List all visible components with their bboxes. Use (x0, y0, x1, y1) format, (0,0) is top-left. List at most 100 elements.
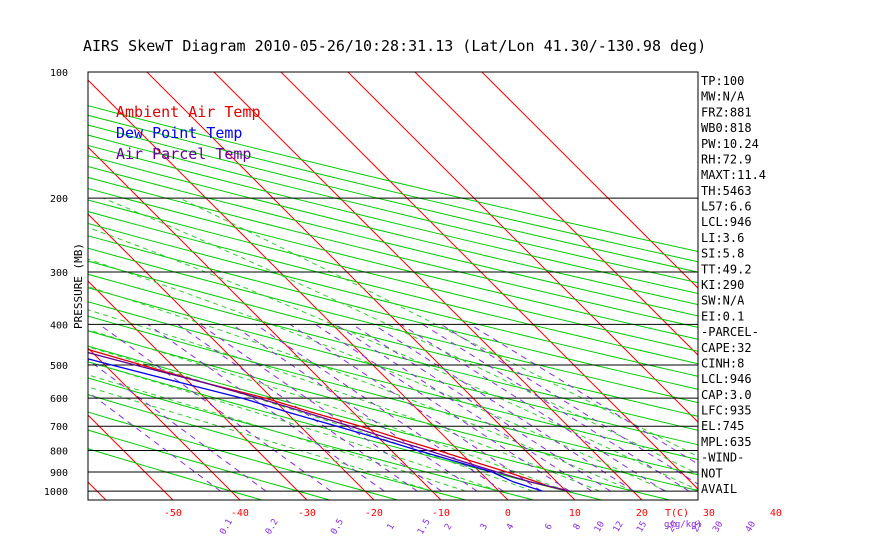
pressure-tick-label: 100 (50, 68, 68, 79)
plot-area (87, 71, 699, 501)
mixing-ratio-line (335, 323, 593, 492)
bottom-temperature-tick-label: -40 (231, 508, 249, 519)
dry-adiabat-line (88, 134, 698, 284)
pressure-tick-label: 1000 (44, 487, 68, 498)
mixing-ratio-line (231, 323, 478, 492)
mixing-ratio-tick-label: 40 (744, 520, 758, 534)
index-item: LCL:946 (701, 372, 752, 386)
dry-adiabat-line (88, 114, 698, 263)
pressure-tick-label: 400 (50, 320, 68, 331)
dry-adiabat-line (88, 315, 698, 476)
isotherm-line (146, 72, 576, 500)
isotherm-line (88, 280, 308, 500)
mixing-ratio-unit-label: g(g/kg) (664, 520, 702, 530)
temperature-unit-label: T(C) (665, 508, 689, 519)
dry-adiabat-line (88, 124, 698, 273)
mixing-ratio-line (422, 323, 690, 492)
y-axis-label: PRESSURE (MB) (72, 243, 85, 329)
mixing-ratio-tick-label: 0.1 (218, 517, 235, 536)
dew-point-trace (88, 358, 543, 492)
mixing-ratio-line (351, 323, 611, 492)
mixing-ratio-line (400, 323, 665, 492)
mixing-ratio-line (440, 323, 698, 485)
pressure-tick-label: 300 (50, 268, 68, 279)
index-item: KI:290 (701, 278, 744, 292)
chart-title: AIRS SkewT Diagram 2010-05-26/10:28:31.1… (83, 37, 706, 55)
isotherm-line (88, 79, 509, 500)
mixing-ratio-line (469, 323, 698, 465)
mixing-ratio-line (98, 323, 332, 492)
index-item: SW:N/A (701, 294, 745, 308)
bottom-temperature-tick-label: -30 (298, 508, 316, 519)
dry-adiabat-line (88, 155, 698, 306)
bottom-temperature-tick-label: -50 (164, 508, 182, 519)
index-item: TH:5463 (701, 184, 752, 198)
dry-adiabat-line (88, 330, 698, 492)
profile-traces (88, 348, 571, 492)
index-item: -WIND- (701, 451, 744, 465)
mixing-ratio-tick-label: 0.2 (264, 517, 281, 536)
moist-adiabat-line (88, 374, 466, 492)
mixing-ratio-tick-label: 1.5 (416, 517, 433, 536)
mixing-ratio-tick-label: 3 (479, 522, 490, 532)
bottom-temperature-tick-label: 40 (770, 508, 782, 519)
mixing-ratio-tick-label: 8 (572, 522, 583, 532)
index-item: LI:3.6 (701, 231, 744, 245)
moist-adiabat-line (88, 258, 667, 492)
isotherm-line (88, 481, 107, 500)
mixing-ratio-tick-label: 30 (711, 520, 725, 534)
dry-adiabat-line (88, 377, 534, 500)
dry-adiabat-line (88, 411, 398, 500)
index-item: MPL:635 (701, 435, 752, 449)
moist-adiabat-line (102, 197, 698, 475)
index-item: LFC:935 (701, 404, 752, 418)
index-item: PW:10.24 (701, 137, 759, 151)
moist-adiabat-line (179, 197, 698, 458)
index-item: TP:100 (701, 74, 744, 88)
mixing-ratio-line (199, 323, 442, 492)
pressure-tick-label: 500 (50, 361, 68, 372)
index-item: NOT (701, 466, 723, 480)
index-item: EI:0.1 (701, 309, 744, 323)
index-item: MAXT:11.4 (701, 168, 766, 182)
dry-adiabat-line (88, 287, 698, 446)
dry-adiabat-line (88, 222, 698, 377)
legend-dewpoint: Dew Point Temp (116, 124, 242, 142)
isotherm-line (88, 414, 174, 500)
index-item: MW:N/A (701, 90, 745, 104)
isotherm-line (88, 213, 375, 500)
bottom-temperature-axis: -50 -40 -30 -20 -10 0 10 20 30 40 (164, 508, 782, 519)
mixing-ratio-tick-label: 2 (443, 522, 454, 532)
isotherm-line (414, 72, 698, 356)
index-item: EL:745 (701, 419, 744, 433)
dry-adiabat-line (88, 247, 698, 404)
pressure-tick-label: 700 (50, 422, 68, 433)
index-item: WB0:818 (701, 121, 752, 135)
dry-adiabat-line (88, 176, 698, 328)
legend: Ambient Air Temp Dew Point Temp Air Parc… (116, 103, 261, 163)
mixing-ratio-tick-label: 12 (612, 520, 626, 534)
dry-adiabat-line (88, 188, 698, 340)
bottom-temperature-tick-label: 20 (636, 508, 648, 519)
mixing-ratio-tick-label: 6 (544, 522, 555, 532)
mixing-ratio-line (315, 323, 570, 492)
ambient-temp-trace (88, 348, 571, 492)
moist-adiabat-line (88, 361, 500, 492)
isotherm-line (347, 72, 698, 423)
legend-ambient: Ambient Air Temp (116, 103, 261, 121)
pressure-tick-label: 200 (50, 194, 68, 205)
dry-adiabat-line (88, 235, 698, 390)
parcel-temp-trace (88, 351, 571, 492)
dry-adiabat-line (88, 105, 698, 253)
mixing-ratio-tick-label: 25 (691, 520, 705, 534)
mixing-ratio-tick-label: 15 (635, 520, 649, 534)
legend-parcel: Air Parcel Temp (116, 145, 251, 163)
index-item: RH:72.9 (701, 153, 752, 167)
pressure-tick-label: 900 (50, 468, 68, 479)
index-item: AVAIL (701, 482, 737, 496)
dry-adiabat-line (88, 199, 698, 352)
plot-frame (87, 71, 699, 501)
dry-adiabat-line (88, 165, 698, 317)
mixing-ratio-line (88, 391, 221, 492)
